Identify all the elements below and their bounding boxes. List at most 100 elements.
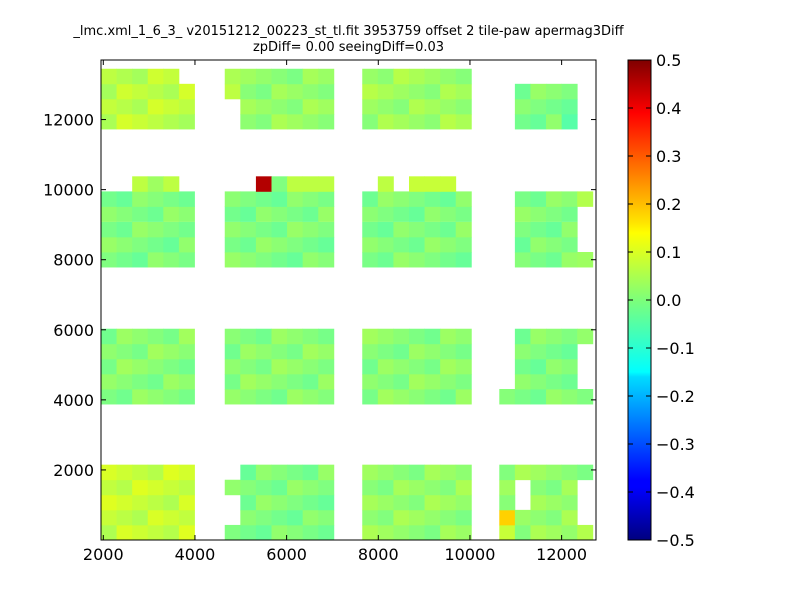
heatmap-cell [318, 83, 335, 100]
heatmap-cell [424, 113, 441, 130]
heatmap-cell [287, 388, 304, 405]
heatmap-cell [224, 479, 241, 496]
heatmap-cell [163, 509, 180, 526]
heatmap-cell [546, 479, 563, 496]
heatmap-cell [455, 191, 472, 207]
heatmap-cell [178, 479, 195, 496]
heatmap-cell [362, 236, 379, 253]
heatmap-cell [546, 373, 563, 390]
heatmap-cell [409, 83, 425, 100]
chart-title: _lmc.xml_1_6_3_ v20151212_00223_st_tl.fi… [73, 24, 624, 39]
heatmap-cell [530, 373, 547, 390]
heatmap-cell [132, 68, 149, 85]
heatmap-cell [302, 479, 319, 496]
heatmap-cell [240, 206, 257, 222]
heatmap-cell [271, 358, 288, 375]
heatmap-cell [362, 494, 379, 511]
heatmap-cell [514, 388, 531, 405]
x-tick-label: 2000 [83, 545, 124, 564]
heatmap-cell [318, 206, 335, 222]
heatmap-cell [577, 464, 594, 481]
heatmap-cell [440, 83, 457, 100]
heatmap-cell [178, 221, 195, 238]
heatmap-cell [287, 328, 304, 345]
y-tick-label: 6000 [53, 321, 94, 340]
heatmap-cell [440, 191, 457, 207]
heatmap-cell [255, 358, 272, 375]
heatmap-cell [116, 206, 133, 222]
heatmap-cell [514, 98, 531, 115]
heatmap-cell [132, 113, 149, 130]
heatmap-cell [514, 83, 531, 100]
heatmap-cell [440, 479, 457, 496]
heatmap-cell [424, 206, 441, 222]
heatmap-cell [178, 206, 195, 222]
heatmap-cell [147, 328, 164, 345]
x-tick-label: 10000 [445, 545, 496, 564]
heatmap-cell [393, 328, 410, 345]
heatmap-cell [455, 509, 472, 526]
heatmap-cell [271, 252, 288, 268]
heatmap-cell [362, 464, 379, 481]
heatmap-cell [178, 252, 195, 268]
heatmap-cell [240, 236, 257, 253]
heatmap-cell [132, 206, 149, 222]
heatmap-cell [561, 388, 578, 405]
heatmap-cell [116, 83, 133, 100]
heatmap-cell [271, 494, 288, 511]
heatmap-cell [302, 68, 319, 85]
heatmap-cell [561, 479, 578, 496]
heatmap-cell [362, 221, 379, 238]
heatmap-cell [577, 252, 594, 268]
heatmap-cell [409, 524, 425, 541]
heatmap-cell [546, 509, 563, 526]
heatmap-cell [530, 83, 547, 100]
heatmap-cell [132, 464, 149, 481]
heatmap-cell [393, 98, 410, 115]
heatmap-cell [163, 221, 180, 238]
heatmap-cell [561, 236, 578, 253]
colorbar-tick-label: −0.5 [656, 531, 695, 550]
heatmap-cell [240, 479, 257, 496]
heatmap-cell [440, 373, 457, 390]
heatmap-cell [224, 236, 241, 253]
heatmap-cell [424, 343, 441, 360]
heatmap-cell [455, 494, 472, 511]
heatmap-cell [101, 221, 117, 238]
heatmap-cell [287, 524, 304, 541]
heatmap-cell [561, 252, 578, 268]
heatmap-cell [116, 479, 133, 496]
heatmap-cell [424, 388, 441, 405]
heatmap-cell [409, 509, 425, 526]
heatmap-cell [409, 221, 425, 238]
chart-subtitle: zpDiff= 0.00 seeingDiff=0.03 [252, 40, 445, 55]
heatmap-cell [377, 98, 394, 115]
heatmap-cell [132, 509, 149, 526]
heatmap-cell [224, 83, 241, 100]
heatmap-cell [240, 328, 257, 345]
heatmap-cell [116, 68, 133, 85]
heatmap-cell [514, 191, 531, 207]
heatmap-cell [147, 176, 164, 192]
heatmap-cell [224, 358, 241, 375]
heatmap-cell [178, 373, 195, 390]
heatmap-cell [409, 252, 425, 268]
heatmap-cell [546, 98, 563, 115]
heatmap-cell [546, 221, 563, 238]
heatmap-cell [240, 358, 257, 375]
heatmap-cell [255, 388, 272, 405]
heatmap-cell [255, 236, 272, 253]
heatmap-cell [101, 328, 117, 345]
heatmap-cell [224, 373, 241, 390]
heatmap-cell [132, 343, 149, 360]
heatmap-cell [147, 509, 164, 526]
heatmap-cell [424, 464, 441, 481]
heatmap-cell [455, 464, 472, 481]
heatmap-cell [318, 494, 335, 511]
heatmap-cell [163, 83, 180, 100]
heatmap-cell [178, 113, 195, 130]
heatmap-cell [116, 494, 133, 511]
heatmap-cell [302, 509, 319, 526]
heatmap-cell [147, 98, 164, 115]
